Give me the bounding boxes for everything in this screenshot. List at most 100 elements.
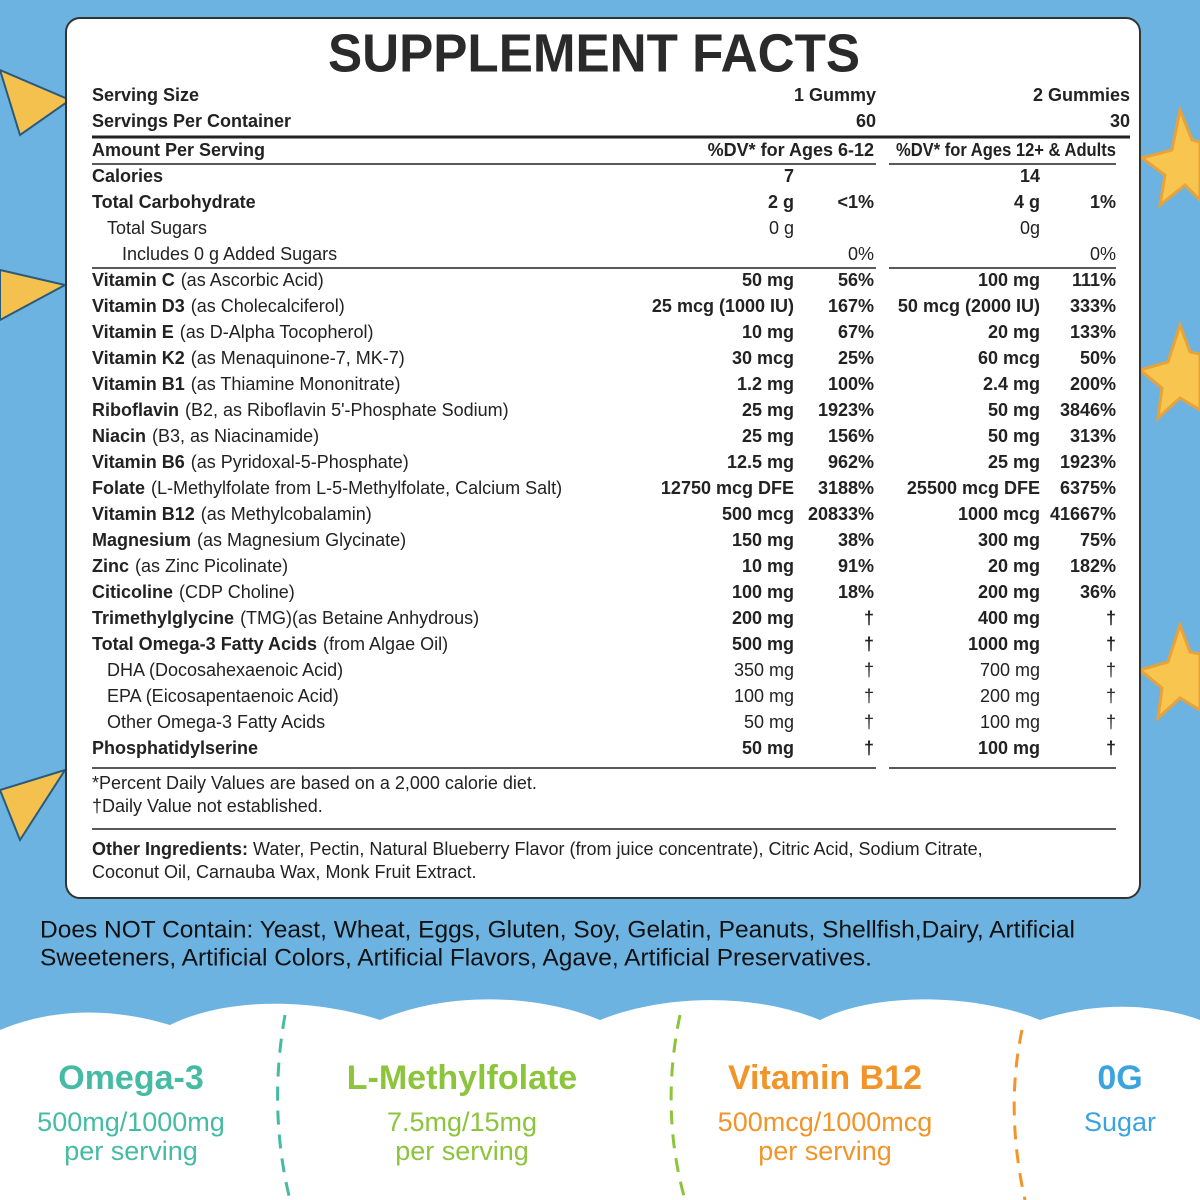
daily-value: 156% <box>828 426 874 446</box>
highlight-detail: Sugar <box>1084 1107 1156 1137</box>
amount: 25 mg <box>742 400 794 420</box>
nutrient-name: Vitamin K2 (as Menaquinone-7, MK-7) <box>92 348 405 368</box>
daily-value: 67% <box>838 322 874 342</box>
does-not-contain: Sweeteners, Artificial Colors, Artificia… <box>40 944 872 971</box>
name: Zinc <box>92 556 129 576</box>
note: (TMG)(as Betaine Anhydrous) <box>240 608 479 628</box>
note: (as Menaquinone-7, MK-7) <box>191 348 405 368</box>
header-label: %DV* for Ages 12+ & Adults <box>896 140 1116 160</box>
nutrient-name: Vitamin B12 (as Methylcobalamin) <box>92 504 372 524</box>
amount: 25500 mcg DFE <box>907 478 1040 498</box>
daily-value: 313% <box>1070 426 1116 446</box>
daily-value: † <box>864 712 874 732</box>
amount: 12750 mcg DFE <box>661 478 794 498</box>
amount: 100 mg <box>980 712 1040 732</box>
note: (as D-Alpha Tocopherol) <box>180 322 374 342</box>
nutrient-name: Vitamin B1 (as Thiamine Mononitrate) <box>92 374 400 394</box>
daily-value: <1% <box>837 192 874 212</box>
nutrient-name: DHA (Docosahexaenoic Acid) <box>107 660 343 680</box>
nutrient-name: Zinc (as Zinc Picolinate) <box>92 556 288 576</box>
nutrient-name: Other Omega-3 Fatty Acids <box>107 712 325 732</box>
note: (as Cholecalciferol) <box>191 296 345 316</box>
daily-value: † <box>1106 686 1116 706</box>
amount: 50 mcg (2000 IU) <box>898 296 1040 316</box>
highlight-detail: 500mcg/1000mcg <box>718 1107 933 1137</box>
name: Magnesium <box>92 530 191 550</box>
amount: 30 mcg <box>732 348 794 368</box>
amount: 200 mg <box>980 686 1040 706</box>
name: EPA (Eicosapentaenoic Acid) <box>107 686 339 706</box>
amount: 4 g <box>1014 192 1040 212</box>
note: (as Magnesium Glycinate) <box>197 530 406 550</box>
name: Total Carbohydrate <box>92 192 256 212</box>
name: Other Omega-3 Fatty Acids <box>107 712 325 732</box>
amount: 20 mg <box>988 322 1040 342</box>
amount: 50 mg <box>742 738 794 758</box>
note: (CDP Choline) <box>179 582 295 602</box>
daily-value: 0% <box>1090 244 1116 264</box>
amount: 0g <box>1020 218 1040 238</box>
nutrient-name: Total Sugars <box>107 218 207 238</box>
amount: 1.2 mg <box>737 374 794 394</box>
amount: 100 mg <box>734 686 794 706</box>
does-not-contain: Does NOT Contain: Yeast, Wheat, Eggs, Gl… <box>40 916 1075 943</box>
daily-value: † <box>864 686 874 706</box>
daily-value: 1923% <box>1060 452 1116 472</box>
daily-value: 3188% <box>818 478 874 498</box>
amount: 200 mg <box>732 608 794 628</box>
facts-panel <box>65 17 1141 899</box>
daily-value: 6375% <box>1060 478 1116 498</box>
highlight-detail: per serving <box>758 1136 892 1166</box>
serving-value: 60 <box>856 111 876 131</box>
note: (as Zinc Picolinate) <box>135 556 288 576</box>
name: Vitamin K2 <box>92 348 185 368</box>
separators <box>276 1014 1027 1200</box>
name: Phosphatidylserine <box>92 738 258 758</box>
name: Total Sugars <box>107 218 207 238</box>
note: (as Pyridoxal-5-Phosphate) <box>191 452 409 472</box>
name: Vitamin C <box>92 270 175 290</box>
bottom-wave <box>0 999 1200 1200</box>
highlight-detail: 7.5mg/15mg <box>387 1107 537 1137</box>
daily-value: † <box>864 660 874 680</box>
name: Vitamin D3 <box>92 296 185 316</box>
nutrient-name: Calories <box>92 166 163 186</box>
daily-value: 182% <box>1070 556 1116 576</box>
name: Includes 0 g Added Sugars <box>122 244 337 264</box>
daily-value: † <box>864 608 874 628</box>
daily-value: 133% <box>1070 322 1116 342</box>
name: Niacin <box>92 426 146 446</box>
amount: 50 mg <box>742 270 794 290</box>
highlight-title: L-Methylfolate <box>347 1059 577 1097</box>
note: (as Thiamine Mononitrate) <box>191 374 401 394</box>
daily-value: 38% <box>838 530 874 550</box>
amount: 25 mg <box>988 452 1040 472</box>
daily-value: 167% <box>828 296 874 316</box>
text: Water, Pectin, Natural Blueberry Flavor … <box>253 839 983 859</box>
amount: 350 mg <box>734 660 794 680</box>
amount: 100 mg <box>978 270 1040 290</box>
title: SUPPLEMENT FACTS <box>328 23 860 83</box>
nutrient-name: Magnesium (as Magnesium Glycinate) <box>92 530 406 550</box>
daily-value: 100% <box>828 374 874 394</box>
nutrient-name: Citicoline (CDP Choline) <box>92 582 295 602</box>
note: (as Methylcobalamin) <box>201 504 372 524</box>
daily-value: 75% <box>1080 530 1116 550</box>
name: Vitamin E <box>92 322 174 342</box>
daily-value: 56% <box>838 270 874 290</box>
daily-value: † <box>1106 738 1116 758</box>
highlight-title: 0G <box>1097 1059 1142 1097</box>
amount: 10 mg <box>742 322 794 342</box>
amount: 7 <box>784 166 794 186</box>
highlight-title: Omega-3 <box>58 1059 204 1097</box>
daily-value: 1% <box>1090 192 1116 212</box>
name: Trimethylglycine <box>92 608 234 628</box>
header-label: Amount Per Serving <box>92 140 265 160</box>
amount: 0 g <box>769 218 794 238</box>
daily-value: 36% <box>1080 582 1116 602</box>
amount: 700 mg <box>980 660 1040 680</box>
daily-value: 41667% <box>1050 504 1116 524</box>
name: Riboflavin <box>92 400 179 420</box>
nutrient-name: Vitamin B6 (as Pyridoxal-5-Phosphate) <box>92 452 409 472</box>
